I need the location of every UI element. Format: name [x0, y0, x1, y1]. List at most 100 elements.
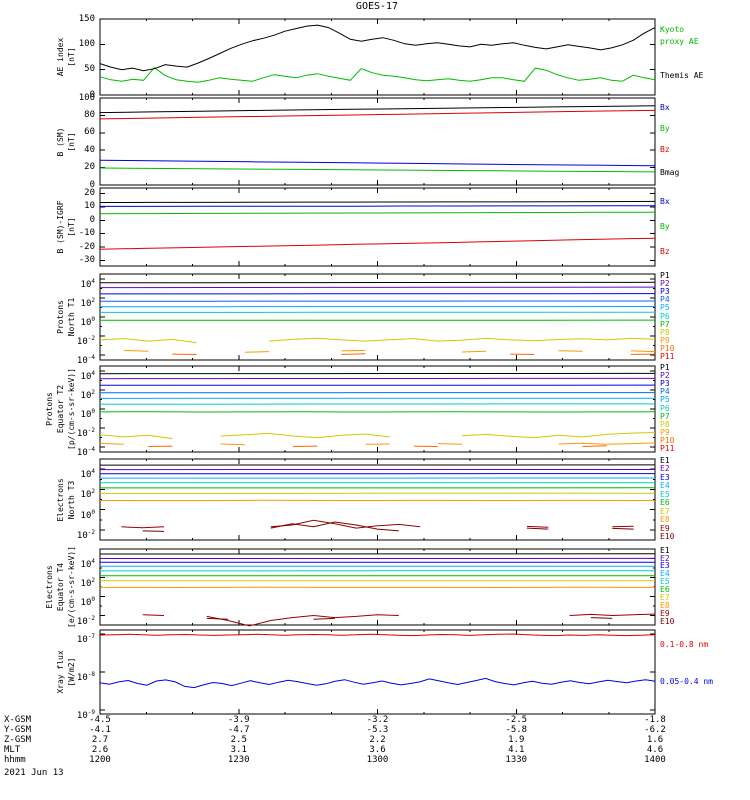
y-tick-label: 10-2 — [76, 427, 95, 440]
series-line — [148, 445, 607, 447]
series-line — [99, 167, 656, 173]
y-axis-title: [nT] — [67, 47, 76, 67]
series-line — [142, 521, 634, 532]
y-tick-label: 100 — [80, 595, 95, 608]
y-tick-label: 100 — [80, 508, 95, 521]
y-tick-label: 60 — [84, 127, 95, 138]
series-line — [206, 617, 613, 620]
series-line — [172, 353, 656, 355]
panel-frame — [99, 629, 656, 715]
legend-0.1-0.8-nm: 0.1-0.8 nm — [660, 640, 709, 650]
axis-value: 1330 — [505, 755, 528, 765]
series-line — [99, 237, 656, 250]
y-axis-title: Equator T2 — [56, 384, 65, 434]
legend-p7: P7 — [660, 411, 670, 421]
legend-e2: E2 — [660, 464, 670, 474]
axis-row-label: MLT — [4, 745, 21, 755]
y-tick-label: 100 — [78, 38, 95, 49]
y-tick-label: 102 — [80, 576, 95, 589]
legend-e6: E6 — [660, 585, 670, 595]
y-axis-title: North T3 — [67, 480, 76, 519]
axis-value: 4.1 — [508, 745, 525, 755]
axis-row-label: hhmm — [4, 755, 26, 765]
y-tick-label: 10-7 — [76, 632, 95, 645]
legend-kyoto: Kyoto — [660, 24, 685, 34]
legend-bz: Bz — [660, 246, 670, 256]
legend-p1: P1 — [660, 270, 670, 280]
series-line — [99, 442, 656, 446]
axis-value: 2.2 — [369, 735, 386, 745]
y-tick-label: -10 — [78, 228, 95, 239]
date-label: 2021 Jun 13 — [4, 768, 64, 778]
series-line — [124, 349, 656, 353]
axis-value: 3.1 — [230, 745, 247, 755]
y-tick-label: 10-9 — [76, 709, 95, 722]
legend-p4: P4 — [660, 387, 670, 397]
series-line — [99, 432, 656, 440]
y-axis-title: B (SM) — [56, 127, 65, 156]
y-axis-title: AE index — [56, 37, 65, 77]
axis-value: -3.2 — [366, 715, 389, 725]
axis-value: -5.3 — [366, 725, 389, 735]
legend-e10: E10 — [660, 617, 675, 627]
y-tick-label: 104 — [80, 557, 95, 570]
axis-value: 1.9 — [508, 735, 525, 745]
y-tick-label: 104 — [80, 277, 95, 290]
legend-e7: E7 — [660, 506, 670, 516]
legend-p2: P2 — [660, 370, 670, 380]
y-tick-label: 102 — [80, 388, 95, 401]
y-tick-label: 10-2 — [76, 614, 95, 627]
y-axis-title: [nT] — [67, 131, 76, 152]
series-line — [99, 677, 656, 689]
legend-e1: E1 — [660, 455, 670, 465]
y-tick-label: -20 — [78, 241, 95, 252]
y-tick-label: 10-2 — [76, 528, 95, 541]
series-line — [99, 105, 656, 114]
y-tick-label: 10 — [84, 201, 95, 212]
y-tick-label: 0 — [89, 89, 95, 100]
axis-value: 1.6 — [646, 735, 664, 745]
legend-themis-ae: Themis AE — [660, 71, 704, 80]
y-axis-title: North T1 — [67, 297, 76, 337]
axis-row-label: Y-GSM — [4, 725, 32, 735]
legend-bmag: Bmag — [660, 167, 680, 177]
legend-p3: P3 — [660, 287, 670, 297]
series-line — [99, 211, 656, 215]
axis-value: -3.9 — [227, 715, 250, 725]
legend-by: By — [660, 222, 670, 231]
y-tick-label: 100 — [78, 92, 95, 103]
legend-p3: P3 — [660, 379, 670, 389]
y-tick-label: 100 — [80, 316, 95, 328]
y-tick-label: -30 — [78, 255, 95, 266]
legend-proxy-ae: proxy AE — [660, 36, 699, 46]
axis-row-label: Z-GSM — [4, 735, 32, 745]
legend-p11: P11 — [660, 352, 675, 362]
legend-e5: E5 — [660, 577, 670, 587]
legend-by: By — [660, 124, 670, 134]
legend-e8: E8 — [660, 515, 670, 525]
legend-e9: E9 — [660, 609, 670, 619]
legend-p11: P11 — [660, 444, 675, 454]
legend-e1: E1 — [660, 545, 670, 555]
legend-p5: P5 — [660, 303, 670, 313]
y-axis-title: Protons — [56, 300, 65, 334]
y-tick-label: 20 — [84, 187, 95, 198]
axis-value: -1.8 — [644, 715, 666, 725]
y-tick-label: 104 — [80, 369, 95, 382]
legend-p7: P7 — [660, 319, 670, 329]
y-tick-label: 10-4 — [76, 354, 95, 367]
y-tick-label: 10-8 — [76, 671, 95, 683]
y-axis-title: [W/m2] — [67, 657, 76, 687]
legend-p6: P6 — [660, 403, 670, 413]
legend-e4: E4 — [660, 569, 670, 579]
legend-e3: E3 — [660, 561, 670, 571]
legend-e5: E5 — [660, 489, 670, 499]
legend-bx: Bx — [660, 103, 670, 113]
series-line — [99, 109, 656, 120]
y-tick-label: 0 — [89, 214, 95, 225]
legend-bz: Bz — [660, 145, 670, 155]
y-axis-title: Electrons — [45, 565, 54, 609]
y-tick-label: 20 — [84, 162, 95, 173]
legend-e2: E2 — [660, 553, 670, 563]
